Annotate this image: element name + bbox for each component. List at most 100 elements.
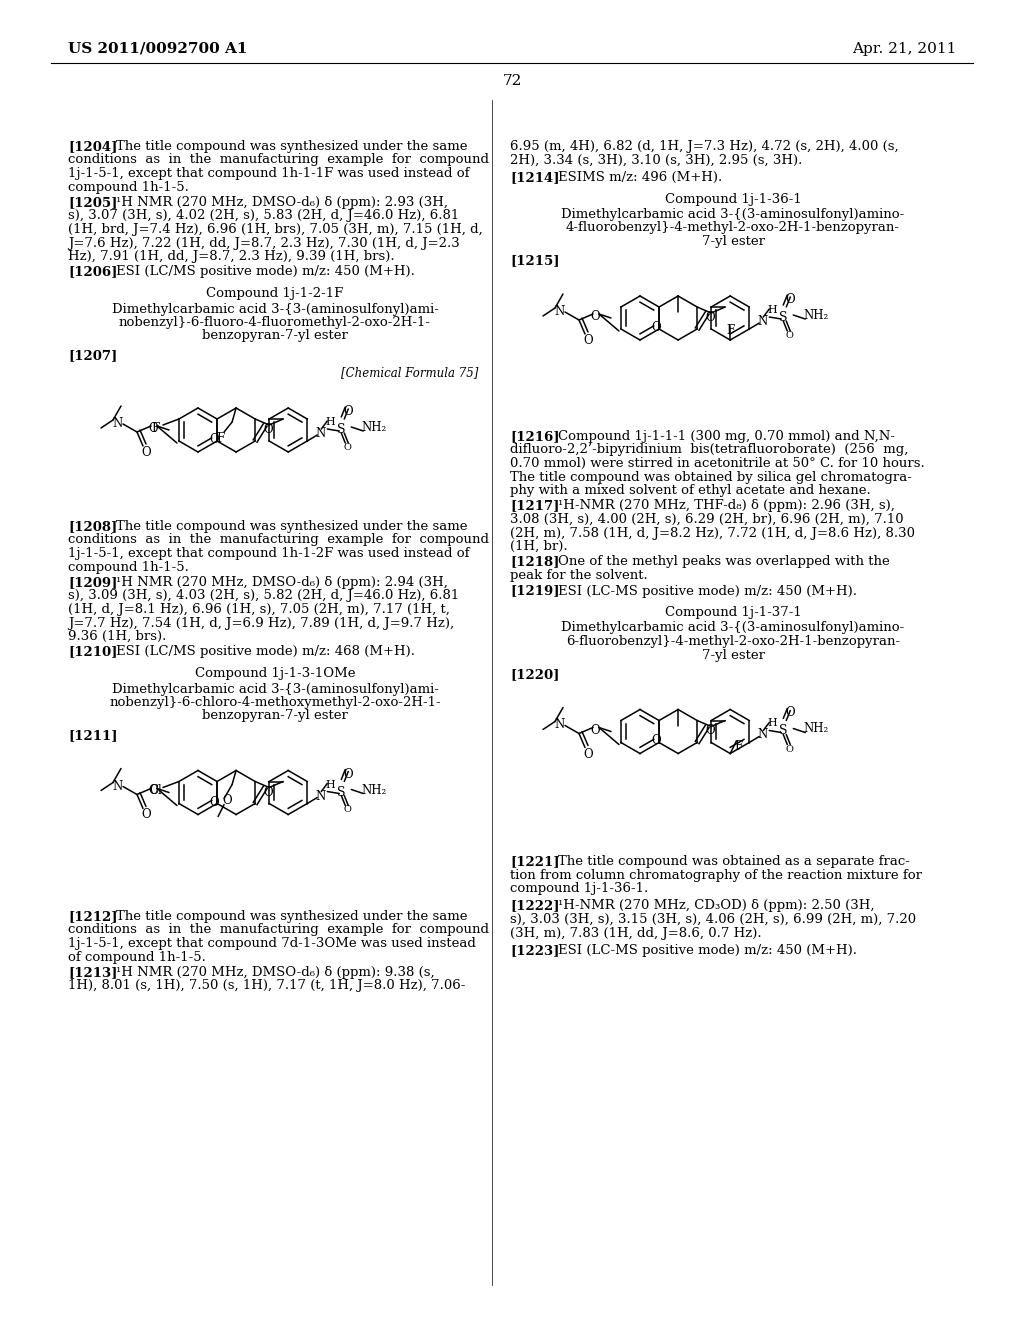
Text: conditions  as  in  the  manufacturing  example  for  compound: conditions as in the manufacturing examp… [68,153,489,166]
Text: [1214]: [1214] [510,172,559,183]
Text: (2H, m), 7.58 (1H, d, J=8.2 Hz), 7.72 (1H, d, J=8.6 Hz), 8.30: (2H, m), 7.58 (1H, d, J=8.2 Hz), 7.72 (1… [510,527,915,540]
Text: NH₂: NH₂ [803,309,828,322]
Text: Cl: Cl [148,784,162,797]
Text: 3.08 (3H, s), 4.00 (2H, s), 6.29 (2H, br), 6.96 (2H, m), 7.10: 3.08 (3H, s), 4.00 (2H, s), 6.29 (2H, br… [510,513,903,525]
Text: [1210]: [1210] [68,645,118,659]
Text: [1213]: [1213] [68,966,118,979]
Text: J=7.6 Hz), 7.22 (1H, dd, J=8.7, 2.3 Hz), 7.30 (1H, d, J=2.3: J=7.6 Hz), 7.22 (1H, dd, J=8.7, 2.3 Hz),… [68,236,460,249]
Text: N: N [554,718,564,731]
Text: F: F [216,432,224,445]
Text: S: S [779,725,787,738]
Text: O: O [785,744,794,754]
Text: O: O [209,433,219,446]
Text: O: O [222,795,231,808]
Text: O: O [141,808,151,821]
Text: phy with a mixed solvent of ethyl acetate and hexane.: phy with a mixed solvent of ethyl acetat… [510,484,870,498]
Text: The title compound was synthesized under the same: The title compound was synthesized under… [116,140,468,153]
Text: ¹H NMR (270 MHz, DMSO-d₆) δ (ppm): 9.38 (s,: ¹H NMR (270 MHz, DMSO-d₆) δ (ppm): 9.38 … [116,966,434,979]
Text: [1209]: [1209] [68,576,118,589]
Text: Compound 1j-1-37-1: Compound 1j-1-37-1 [665,606,802,619]
Text: ¹H NMR (270 MHz, DMSO-d₆) δ (ppm): 2.93 (3H,: ¹H NMR (270 MHz, DMSO-d₆) δ (ppm): 2.93 … [116,195,449,209]
Text: O: O [209,796,219,808]
Text: NH₂: NH₂ [803,722,828,735]
Text: [1215]: [1215] [510,255,559,268]
Text: [1208]: [1208] [68,520,118,533]
Text: F: F [151,422,159,436]
Text: S: S [337,785,346,799]
Text: O: O [141,446,151,459]
Text: 1j-1-5-1, except that compound 1h-1-2F was used instead of: 1j-1-5-1, except that compound 1h-1-2F w… [68,546,469,560]
Text: [1219]: [1219] [510,585,559,598]
Text: S: S [337,422,346,436]
Text: 72: 72 [503,74,521,88]
Text: O: O [343,767,353,780]
Text: Dimethylcarbamic acid 3-{3-(aminosulfonyl)ami-: Dimethylcarbamic acid 3-{3-(aminosulfony… [112,302,438,315]
Text: N: N [315,789,326,803]
Text: difluoro-2,2’-bipyridinium  bis(tetrafluoroborate)  (256  mg,: difluoro-2,2’-bipyridinium bis(tetrafluo… [510,444,908,457]
Text: 6.95 (m, 4H), 6.82 (d, 1H, J=7.3 Hz), 4.72 (s, 2H), 4.00 (s,: 6.95 (m, 4H), 6.82 (d, 1H, J=7.3 Hz), 4.… [510,140,899,153]
Text: s), 3.09 (3H, s), 4.03 (2H, s), 5.82 (2H, d, J=46.0 Hz), 6.81: s), 3.09 (3H, s), 4.03 (2H, s), 5.82 (2H… [68,590,459,602]
Text: (1H, br).: (1H, br). [510,540,567,553]
Text: One of the methyl peaks was overlapped with the: One of the methyl peaks was overlapped w… [558,556,890,569]
Text: 9.36 (1H, brs).: 9.36 (1H, brs). [68,630,166,643]
Text: N: N [554,305,564,318]
Text: O: O [148,784,158,797]
Text: Apr. 21, 2011: Apr. 21, 2011 [852,42,956,55]
Text: 1j-1-5-1, except that compound 7d-1-3OMe was used instead: 1j-1-5-1, except that compound 7d-1-3OMe… [68,937,476,950]
Text: 7-yl ester: 7-yl ester [701,235,765,248]
Text: s), 3.07 (3H, s), 4.02 (2H, s), 5.83 (2H, d, J=46.0 Hz), 6.81: s), 3.07 (3H, s), 4.02 (2H, s), 5.83 (2H… [68,210,459,223]
Text: O: O [583,747,593,760]
Text: H: H [767,305,777,315]
Text: Hz), 7.91 (1H, dd, J=8.7, 2.3 Hz), 9.39 (1H, brs).: Hz), 7.91 (1H, dd, J=8.7, 2.3 Hz), 9.39 … [68,249,394,263]
Text: s), 3.03 (3H, s), 3.15 (3H, s), 4.06 (2H, s), 6.99 (2H, m), 7.20: s), 3.03 (3H, s), 3.15 (3H, s), 4.06 (2H… [510,913,916,927]
Text: [1206]: [1206] [68,265,118,279]
Text: Dimethylcarbamic acid 3-{(3-aminosulfonyl)amino-: Dimethylcarbamic acid 3-{(3-aminosulfony… [561,209,904,220]
Text: F: F [734,739,742,752]
Text: Dimethylcarbamic acid 3-{3-(aminosulfonyl)ami-: Dimethylcarbamic acid 3-{3-(aminosulfony… [112,682,438,696]
Text: N: N [758,729,768,742]
Text: O: O [343,405,353,418]
Text: H: H [767,718,777,729]
Text: [1220]: [1220] [510,668,559,681]
Text: peak for the solvent.: peak for the solvent. [510,569,648,582]
Text: ESI (LC-MS positive mode) m/z: 450 (M+H).: ESI (LC-MS positive mode) m/z: 450 (M+H)… [558,944,857,957]
Text: O: O [583,334,593,347]
Text: O: O [590,310,600,323]
Text: ESI (LC/MS positive mode) m/z: 468 (M+H).: ESI (LC/MS positive mode) m/z: 468 (M+H)… [116,645,415,659]
Text: [1207]: [1207] [68,348,118,362]
Text: Compound 1j-1-1-1 (300 mg, 0.70 mmol) and N,N-: Compound 1j-1-1-1 (300 mg, 0.70 mmol) an… [558,430,895,444]
Text: 1H), 8.01 (s, 1H), 7.50 (s, 1H), 7.17 (t, 1H, J=8.0 Hz), 7.06-: 1H), 8.01 (s, 1H), 7.50 (s, 1H), 7.17 (t… [68,979,465,993]
Text: The title compound was obtained by silica gel chromatogra-: The title compound was obtained by silic… [510,470,912,483]
Text: [1222]: [1222] [510,899,559,912]
Text: O: O [785,706,795,719]
Text: 1j-1-5-1, except that compound 1h-1-1F was used instead of: 1j-1-5-1, except that compound 1h-1-1F w… [68,168,469,180]
Text: compound 1h-1-5.: compound 1h-1-5. [68,181,188,194]
Text: N: N [758,315,768,327]
Text: J=7.7 Hz), 7.54 (1H, d, J=6.9 Hz), 7.89 (1H, d, J=9.7 Hz),: J=7.7 Hz), 7.54 (1H, d, J=6.9 Hz), 7.89 … [68,616,454,630]
Text: nobenzyl}-6-chloro-4-methoxymethyl-2-oxo-2H-1-: nobenzyl}-6-chloro-4-methoxymethyl-2-oxo… [110,696,440,709]
Text: O: O [590,723,600,737]
Text: ¹H NMR (270 MHz, DMSO-d₆) δ (ppm): 2.94 (3H,: ¹H NMR (270 MHz, DMSO-d₆) δ (ppm): 2.94 … [116,576,447,589]
Text: 0.70 mmol) were stirred in acetonitrile at 50° C. for 10 hours.: 0.70 mmol) were stirred in acetonitrile … [510,457,925,470]
Text: [1211]: [1211] [68,729,118,742]
Text: O: O [785,293,795,306]
Text: benzopyran-7-yl ester: benzopyran-7-yl ester [202,710,348,722]
Text: [1218]: [1218] [510,556,559,569]
Text: The title compound was obtained as a separate frac-: The title compound was obtained as a sep… [558,855,910,869]
Text: ¹H-NMR (270 MHz, THF-d₈) δ (ppm): 2.96 (3H, s),: ¹H-NMR (270 MHz, THF-d₈) δ (ppm): 2.96 (… [558,499,895,512]
Text: O: O [343,444,351,451]
Text: Compound 1j-1-36-1: Compound 1j-1-36-1 [665,193,802,206]
Text: NH₂: NH₂ [361,784,386,796]
Text: (1H, brd, J=7.4 Hz), 6.96 (1H, brs), 7.05 (3H, m), 7.15 (1H, d,: (1H, brd, J=7.4 Hz), 6.96 (1H, brs), 7.0… [68,223,482,236]
Text: O: O [651,321,660,334]
Text: O: O [706,312,715,323]
Text: 7-yl ester: 7-yl ester [701,648,765,661]
Text: 2H), 3.34 (s, 3H), 3.10 (s, 3H), 2.95 (s, 3H).: 2H), 3.34 (s, 3H), 3.10 (s, 3H), 2.95 (s… [510,153,803,166]
Text: N: N [315,426,326,440]
Text: O: O [263,422,272,436]
Text: [1217]: [1217] [510,499,559,512]
Text: ESI (LC-MS positive mode) m/z: 450 (M+H).: ESI (LC-MS positive mode) m/z: 450 (M+H)… [558,585,857,598]
Text: ESI (LC/MS positive mode) m/z: 450 (M+H).: ESI (LC/MS positive mode) m/z: 450 (M+H)… [116,265,415,279]
Text: O: O [148,422,158,436]
Text: of compound 1h-1-5.: of compound 1h-1-5. [68,950,206,964]
